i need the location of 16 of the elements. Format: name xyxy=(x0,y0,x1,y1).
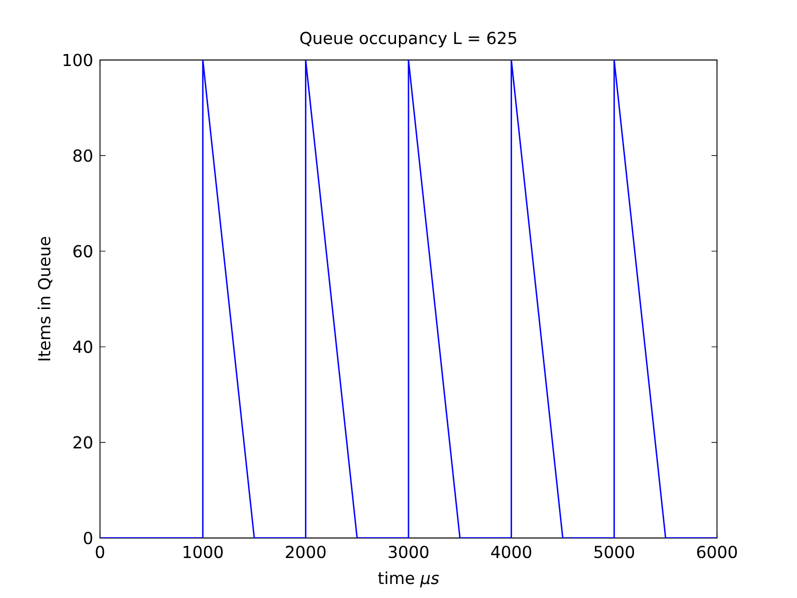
y-tick-label: 60 xyxy=(73,244,92,258)
x-tick-label: 0 xyxy=(96,546,104,558)
y-axis-title: Items in Queue xyxy=(38,236,52,360)
y-tick-label: 0 xyxy=(84,532,92,544)
x-tick-label: 2000 xyxy=(286,546,326,558)
y-tick-label: 100 xyxy=(64,54,92,66)
y-tick-label: 40 xyxy=(73,340,92,354)
x-tick-label: 5000 xyxy=(594,546,634,558)
x-tick-label: 1000 xyxy=(184,546,223,558)
chart-title: Queue occupancy L = 625 xyxy=(300,32,516,48)
x-tick-label: 4000 xyxy=(491,546,532,558)
x-tick-label: 3000 xyxy=(388,546,428,558)
y-tick-label: 80 xyxy=(73,149,92,162)
x-axis-title: time μs xyxy=(378,571,439,588)
y-tick-label: 20 xyxy=(74,436,92,449)
x-tick-label: 6000 xyxy=(697,546,737,558)
